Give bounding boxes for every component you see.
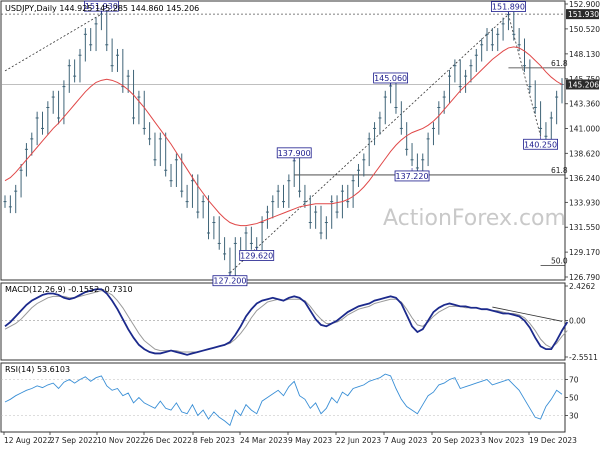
price-tick-label: 126.790 (569, 273, 600, 282)
moving-average-line (4, 46, 563, 227)
price-header: USDJPY,Daily 144.925 145.285 144.860 145… (5, 4, 199, 13)
price-tick-label: 150.520 (569, 25, 600, 34)
watermark: ActionForex.com (383, 206, 566, 231)
macd-y-axis: 2.4262 0.00 -2.5511 (565, 282, 598, 362)
rsi-panel-frame (0, 362, 566, 433)
fib-label-0: 61.8 (551, 59, 568, 68)
callout-label-2: 129.620 (240, 251, 273, 260)
price-tick-label: 133.930 (569, 198, 600, 207)
macd-tick-label: -2.5511 (569, 353, 598, 362)
x-tick-label: 22 Jun 2023 (336, 436, 381, 445)
fib-label-1: 61.8 (551, 166, 568, 175)
callout-box-1 (212, 275, 248, 287)
rsi-line (4, 373, 563, 427)
price-series (3, 7, 564, 279)
x-tick-label: 7 Aug 2023 (384, 436, 427, 445)
callout-label-6: 151.890 (492, 3, 525, 12)
x-tick-label: 20 Sep 2023 (432, 436, 480, 445)
x-tick-label: 3 Nov 2023 (481, 436, 524, 445)
x-tick-label: 26 Dec 2022 (144, 436, 192, 445)
macd-trend-line (492, 306, 563, 322)
high-price-tag (566, 9, 599, 20)
macd-panel-frame (0, 282, 566, 361)
price-tick-label: 136.240 (569, 174, 600, 183)
macd-header: MACD(12,26,9) -0.1552 -0.7310 (5, 285, 133, 294)
macd-tick-label: 2.4262 (569, 282, 595, 291)
callout-box-5 (394, 170, 430, 182)
current-price-tag-label: 145.206 (568, 80, 599, 89)
price-tick-label: 138.620 (569, 149, 600, 158)
price-callouts: 151.930 127.200 129.620 137.900 145.060 137.2… (84, 0, 558, 287)
rsi-tick-label: 50 (569, 394, 579, 403)
macd-tick-label: 0.00 (569, 317, 586, 326)
callout-box-2 (239, 250, 275, 261)
trend-dashed-up (4, 13, 102, 72)
rsi-header: RSI(14) 53.6103 (5, 365, 70, 374)
fib-label-2: 50.0 (551, 256, 568, 265)
price-tick-label: 143.360 (569, 100, 600, 109)
price-tick-label: 131.550 (569, 223, 600, 232)
x-tick-label: 27 Sep 2022 (50, 436, 98, 445)
x-tick-label: 8 Feb 2023 (193, 436, 235, 445)
rsi-y-axis: 70 50 30 (565, 376, 579, 421)
callout-label-7: 140.250 (524, 140, 557, 149)
callout-box-0 (84, 0, 119, 12)
high-price-tag-label: 151.930 (568, 10, 599, 19)
callout-box-4 (373, 72, 409, 84)
current-price-tag (566, 79, 599, 90)
price-tick-label: 129.170 (569, 248, 600, 257)
price-tick-label: 152.900 (569, 0, 600, 9)
price-panel-frame (0, 0, 566, 281)
rsi-tick-label: 30 (569, 412, 579, 421)
x-tick-label: 19 Dec 2023 (529, 436, 577, 445)
callout-box-7 (523, 138, 558, 150)
callout-label-3: 137.900 (278, 149, 311, 158)
rsi-tick-label: 70 (569, 376, 579, 385)
callout-label-1: 127.200 (213, 277, 246, 286)
price-tick-label: 148.130 (569, 50, 600, 59)
price-tick-label: 145.750 (569, 75, 600, 84)
rsi-series (1, 373, 565, 427)
callout-box-3 (276, 147, 312, 159)
x-tick-label: 24 Mar 2023 (240, 436, 288, 445)
macd-series (1, 288, 569, 356)
x-tick-label: 9 May 2023 (288, 436, 332, 445)
callout-label-0: 151.930 (85, 2, 118, 11)
price-y-axis: 152.900 150.520 148.130 145.750 143.360 141.0… (565, 0, 600, 282)
callout-label-4: 145.060 (374, 74, 407, 83)
price-tick-label: 141.000 (569, 124, 600, 133)
callout-label-5: 137.220 (395, 172, 428, 181)
callout-box-6 (491, 1, 526, 12)
x-tick-label: 10 Nov 2022 (97, 436, 145, 445)
x-tick-label: 12 Aug 2022 (4, 436, 52, 445)
price-gridlines (1, 13, 565, 85)
macd-line (4, 288, 569, 356)
